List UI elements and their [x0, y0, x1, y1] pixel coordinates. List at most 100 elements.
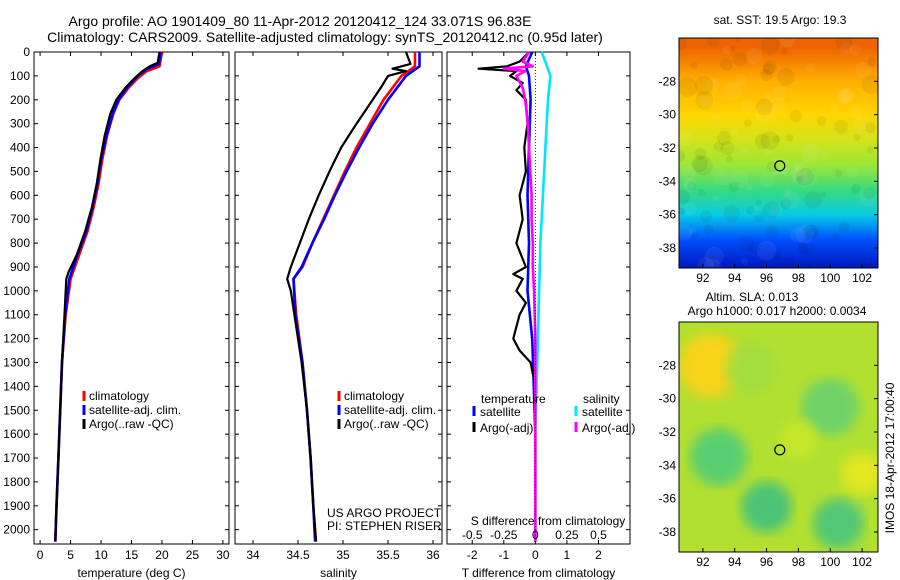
sst_map-texture-spot — [720, 140, 735, 155]
sla_map-anomaly-blob — [679, 333, 743, 398]
sst_map-texture-spot — [723, 205, 740, 222]
difference-legend-label: satellite — [582, 405, 623, 419]
sst_map-texture-spot — [745, 205, 756, 216]
sst_map-texture-spot — [741, 258, 749, 266]
sla_map-xtick-label: 96 — [760, 555, 774, 569]
temperature-xtick-label: 10 — [94, 548, 108, 562]
sst_map-texture-spot — [734, 73, 748, 87]
sst-map-title: sat. SST: 19.5 Argo: 19.3 — [714, 13, 847, 27]
sst_map-texture-spot — [804, 191, 822, 209]
sst_map-texture-spot — [820, 150, 830, 160]
salinity-legend-label: satellite-adj. clim. — [344, 403, 436, 417]
sst_map-texture-spot — [850, 107, 862, 119]
sla-map-title: Altim. SLA: 0.013 — [706, 290, 799, 304]
sst_map-texture-spot — [745, 47, 763, 65]
sla-map-panel: 92 94 96 98 100 102 -28 -30 -32 -34 -36 -38 Altim. S… — [659, 290, 879, 569]
sst_map-texture-spot — [791, 168, 802, 179]
salinity-xlabel: salinity — [320, 566, 357, 580]
sst_map-texture-spot — [704, 246, 724, 267]
sst_map-texture-spot — [863, 187, 876, 200]
sst_map-texture-spot — [763, 147, 771, 156]
sst_map-texture-spot — [680, 165, 697, 181]
temperature-series-argo-line — [54, 51, 161, 542]
sst_map-texture-spot — [867, 57, 877, 68]
sla_map-anomaly-blob — [841, 452, 878, 495]
sst_map-texture-spot — [772, 251, 783, 261]
sst_map-texture-spot — [796, 167, 814, 186]
sst_map-texture-spot — [772, 86, 787, 101]
sst_map-texture-spot — [776, 68, 795, 86]
sst_map-texture-spot — [797, 242, 810, 254]
sla_map-anomaly-blob — [779, 421, 818, 460]
sst_map-texture-spot — [849, 44, 862, 56]
sst_map-ytick-label: -36 — [659, 208, 677, 222]
sla_map-ytick-label: -34 — [659, 458, 677, 472]
sst_map-texture-spot — [683, 176, 696, 190]
difference-profile-panel: -2 -1 0 1 2 T difference from climatology -0.5… — [446, 51, 635, 580]
sst_map-texture-spot — [861, 74, 878, 94]
sst_map-texture-spot — [679, 38, 688, 51]
pressure-tick-label: 800 — [10, 236, 30, 250]
temperature-xlabel: temperature (deg C) — [77, 566, 185, 580]
sla_map-xtick-label: 98 — [792, 555, 806, 569]
sst_map-texture-spot — [763, 92, 775, 104]
difference-s-tick-label: -0.25 — [490, 528, 518, 542]
sst_map-texture-spot — [816, 116, 827, 126]
sst_map-texture-spot — [755, 199, 762, 206]
sla_map-field — [679, 322, 878, 552]
sst_map-texture-spot — [866, 146, 874, 153]
sst_map-xtick-label: 94 — [728, 271, 742, 285]
sst_map-texture-spot — [679, 189, 691, 205]
sst_map-texture-spot — [722, 45, 732, 55]
sst_map-texture-spot — [803, 243, 817, 257]
pressure-tick-label: 1100 — [4, 308, 30, 322]
sst_map-ytick-label: -34 — [659, 174, 677, 188]
difference-legend-label: satellite — [480, 405, 521, 419]
temperature-xtick-label: 30 — [216, 548, 230, 562]
sst_map-texture-spot — [683, 181, 695, 193]
temperature-xtick-label: 20 — [155, 548, 169, 562]
difference-legend-title-temperature: temperature — [481, 392, 546, 406]
temperature-axes-box — [33, 51, 230, 545]
sst_map-texture-spot — [697, 256, 714, 268]
sst_map-texture-spot — [780, 47, 788, 55]
sst_map-texture-spot — [738, 236, 755, 252]
sst_map-xtick-label: 100 — [820, 271, 840, 285]
salinity-xtick-label: 35.5 — [376, 548, 400, 562]
sst_map-texture-spot — [753, 210, 766, 223]
sst_map-texture-spot — [760, 131, 780, 151]
temperature-xtick-label: 0 — [37, 548, 44, 562]
sst_map-texture-spot — [837, 88, 854, 104]
sst_map-texture-spot — [789, 227, 806, 243]
sst_map-texture-spot — [805, 224, 820, 239]
sst_map-xtick-label: 96 — [760, 271, 774, 285]
sst-map-panel: 92 94 96 98 100 102 -28 -30 -32 -34 -36 -38 sat. SST… — [659, 13, 879, 285]
sst_map-texture-spot — [780, 167, 788, 175]
sst_map-texture-spot — [729, 169, 749, 189]
sla_map-axes-box — [678, 321, 879, 553]
sst_map-texture-spot — [703, 258, 722, 268]
sst_map-texture-spot — [862, 262, 874, 268]
sst_map-texture-spot — [784, 257, 795, 268]
difference-legend-label: Argo(-adj) — [480, 421, 533, 435]
sla_map-anomaly-blob — [690, 428, 748, 486]
difference-legend-title-salinity: salinity — [583, 392, 620, 406]
sst_map-axes-box — [678, 37, 879, 269]
sst_map-texture-spot — [858, 188, 878, 208]
sst_map-texture-spot — [798, 241, 806, 249]
sst_map-texture-spot — [698, 94, 713, 109]
difference-xlabel: T difference from climatology — [462, 566, 616, 580]
salinity-series-argo-line — [286, 51, 412, 542]
sst_map-texture-spot — [755, 104, 775, 124]
sst_map-texture-spot — [799, 177, 810, 188]
sst_map-texture-spot — [761, 38, 780, 55]
sst_map-texture-spot — [801, 143, 821, 163]
pressure-tick-label: 1500 — [3, 403, 30, 417]
sst_map-gradient-field — [679, 38, 878, 268]
difference-xtick-label: 0 — [532, 548, 539, 562]
sla-map-subtitle: Argo h1000: 0.017 h2000: 0.0034 — [688, 304, 867, 318]
sst_map-texture-spot — [836, 90, 851, 104]
sst_map-texture-spot — [769, 204, 782, 217]
sst_map-texture-spot — [760, 69, 773, 82]
